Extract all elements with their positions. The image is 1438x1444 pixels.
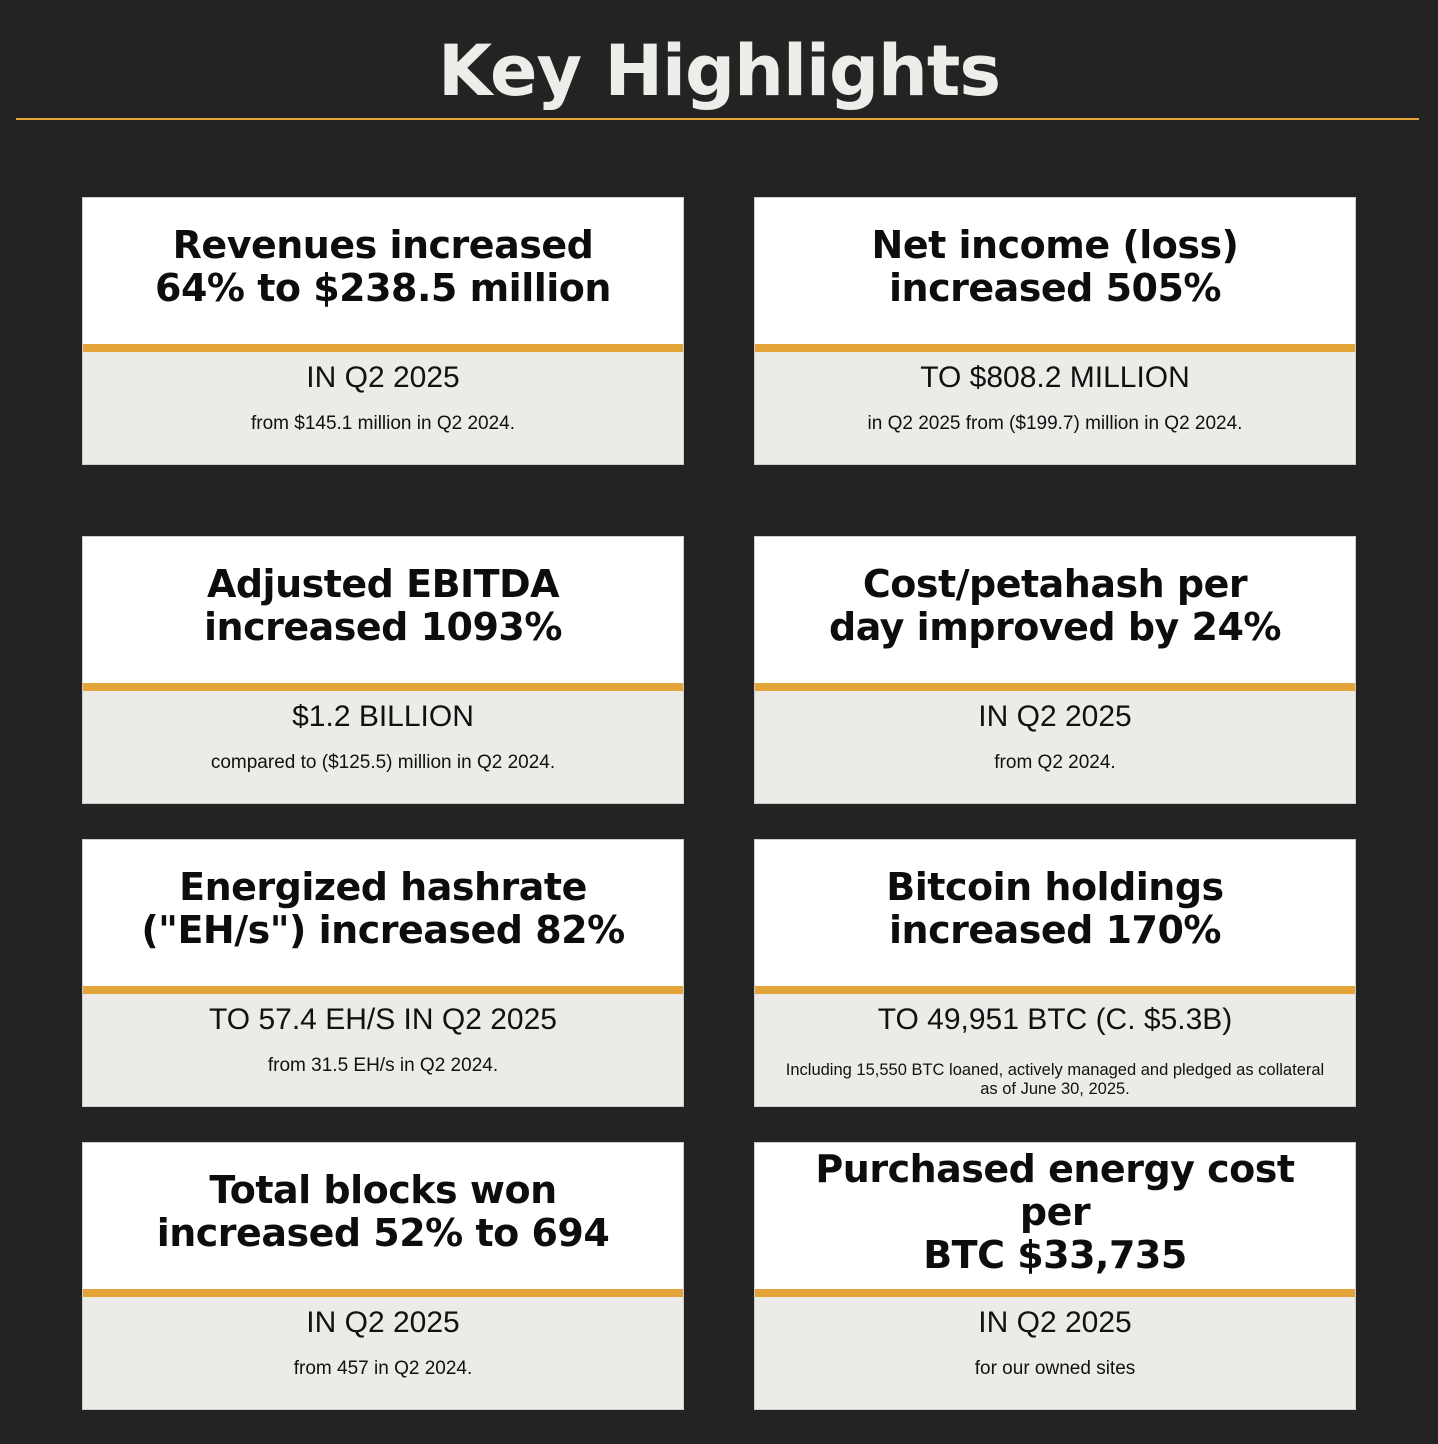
accent-bar bbox=[755, 986, 1355, 994]
card-headline: Net income (loss) increased 505% bbox=[755, 198, 1355, 344]
headline-line: increased 52% to 694 bbox=[156, 1211, 610, 1255]
accent-bar bbox=[755, 683, 1355, 691]
card-note: from 457 in Q2 2024. bbox=[293, 1358, 473, 1379]
headline-line: Net income (loss) bbox=[871, 223, 1239, 267]
headline-line: Bitcoin holdings bbox=[886, 865, 1224, 909]
card-headline: Energized hashrate ("EH/s") increased 82… bbox=[83, 840, 683, 986]
headline-line: day improved by 24% bbox=[829, 605, 1281, 649]
accent-bar bbox=[83, 344, 683, 352]
headline-line: 64% to $238.5 million bbox=[155, 266, 611, 310]
headline-line: Energized hashrate bbox=[179, 865, 587, 909]
highlight-card-adjusted-ebitda: Adjusted EBITDA increased 1093% $1.2 BIL… bbox=[82, 536, 684, 804]
highlight-card-bitcoin-holdings: Bitcoin holdings increased 170% TO 49,95… bbox=[754, 839, 1356, 1107]
card-subhead: TO $808.2 MILLION bbox=[920, 361, 1190, 394]
accent-bar bbox=[755, 1289, 1355, 1297]
page-title: Key Highlights bbox=[437, 30, 1001, 112]
title-divider bbox=[16, 118, 1419, 120]
card-note: Including 15,550 BTC loaned, actively ma… bbox=[785, 1061, 1325, 1098]
headline-line: ("EH/s") increased 82% bbox=[141, 908, 625, 952]
highlight-card-net-income: Net income (loss) increased 505% TO $808… bbox=[754, 197, 1356, 465]
card-headline: Adjusted EBITDA increased 1093% bbox=[83, 537, 683, 683]
headline-line: Adjusted EBITDA bbox=[206, 562, 560, 606]
card-note: in Q2 2025 from ($199.7) million in Q2 2… bbox=[867, 413, 1243, 434]
card-subhead: IN Q2 2025 bbox=[978, 1306, 1132, 1339]
headline-line: increased 1093% bbox=[204, 605, 562, 649]
card-subhead: $1.2 BILLION bbox=[292, 700, 474, 733]
headline-line: Total blocks won bbox=[209, 1168, 557, 1212]
card-note: from Q2 2024. bbox=[994, 752, 1116, 773]
card-note: for our owned sites bbox=[974, 1358, 1136, 1379]
card-subhead: IN Q2 2025 bbox=[306, 361, 460, 394]
card-subhead: IN Q2 2025 bbox=[978, 700, 1132, 733]
headline-line: Revenues increased bbox=[172, 223, 594, 267]
card-headline: Total blocks won increased 52% to 694 bbox=[83, 1143, 683, 1289]
highlight-card-cost-per-petahash: Cost/petahash per day improved by 24% IN… bbox=[754, 536, 1356, 804]
card-headline: Bitcoin holdings increased 170% bbox=[755, 840, 1355, 986]
card-note: from 31.5 EH/s in Q2 2024. bbox=[267, 1055, 499, 1076]
headline-line: Cost/petahash per bbox=[862, 562, 1248, 606]
card-note: compared to ($125.5) million in Q2 2024. bbox=[210, 752, 556, 773]
card-subhead: TO 57.4 EH/S IN Q2 2025 bbox=[209, 1003, 557, 1036]
accent-bar bbox=[755, 344, 1355, 352]
card-headline: Cost/petahash per day improved by 24% bbox=[755, 537, 1355, 683]
highlight-card-energized-hashrate: Energized hashrate ("EH/s") increased 82… bbox=[82, 839, 684, 1107]
headline-line: Purchased energy cost per bbox=[815, 1146, 1295, 1234]
accent-bar bbox=[83, 986, 683, 994]
accent-bar bbox=[83, 1289, 683, 1297]
headline-line: BTC $33,735 bbox=[923, 1232, 1187, 1277]
card-headline: Revenues increased 64% to $238.5 million bbox=[83, 198, 683, 344]
card-headline: Purchased energy cost per BTC $33,735 bbox=[755, 1143, 1355, 1289]
card-subhead: IN Q2 2025 bbox=[306, 1306, 460, 1339]
highlight-card-blocks-won: Total blocks won increased 52% to 694 IN… bbox=[82, 1142, 684, 1410]
accent-bar bbox=[83, 683, 683, 691]
card-note: from $145.1 million in Q2 2024. bbox=[250, 413, 516, 434]
highlight-card-energy-cost: Purchased energy cost per BTC $33,735 IN… bbox=[754, 1142, 1356, 1410]
headline-line: increased 170% bbox=[889, 908, 1221, 952]
headline-line: increased 505% bbox=[889, 266, 1221, 310]
card-subhead: TO 49,951 BTC (C. $5.3B) bbox=[877, 1003, 1233, 1036]
highlight-card-revenues: Revenues increased 64% to $238.5 million… bbox=[82, 197, 684, 465]
